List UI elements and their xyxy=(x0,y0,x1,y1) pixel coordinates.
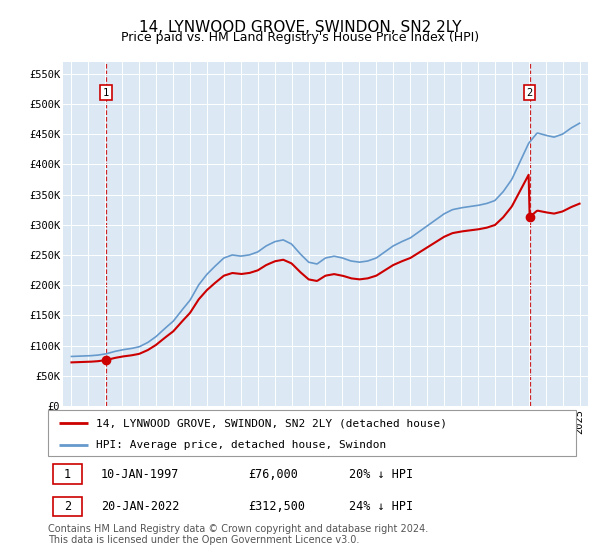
Text: Contains HM Land Registry data © Crown copyright and database right 2024.
This d: Contains HM Land Registry data © Crown c… xyxy=(48,524,428,545)
Text: 24% ↓ HPI: 24% ↓ HPI xyxy=(349,500,413,513)
Text: £76,000: £76,000 xyxy=(248,468,299,480)
Text: 2: 2 xyxy=(64,500,71,513)
Text: HPI: Average price, detached house, Swindon: HPI: Average price, detached house, Swin… xyxy=(95,440,386,450)
FancyBboxPatch shape xyxy=(53,464,82,484)
Text: £312,500: £312,500 xyxy=(248,500,305,513)
FancyBboxPatch shape xyxy=(48,410,576,456)
Text: 1: 1 xyxy=(64,468,71,480)
Text: 10-JAN-1997: 10-JAN-1997 xyxy=(101,468,179,480)
Text: Price paid vs. HM Land Registry's House Price Index (HPI): Price paid vs. HM Land Registry's House … xyxy=(121,31,479,44)
Text: 2: 2 xyxy=(526,87,533,97)
Text: 1: 1 xyxy=(103,87,109,97)
Text: 14, LYNWOOD GROVE, SWINDON, SN2 2LY: 14, LYNWOOD GROVE, SWINDON, SN2 2LY xyxy=(139,20,461,35)
Text: 20-JAN-2022: 20-JAN-2022 xyxy=(101,500,179,513)
Text: 20% ↓ HPI: 20% ↓ HPI xyxy=(349,468,413,480)
Text: 14, LYNWOOD GROVE, SWINDON, SN2 2LY (detached house): 14, LYNWOOD GROVE, SWINDON, SN2 2LY (det… xyxy=(95,419,446,429)
FancyBboxPatch shape xyxy=(53,497,82,516)
